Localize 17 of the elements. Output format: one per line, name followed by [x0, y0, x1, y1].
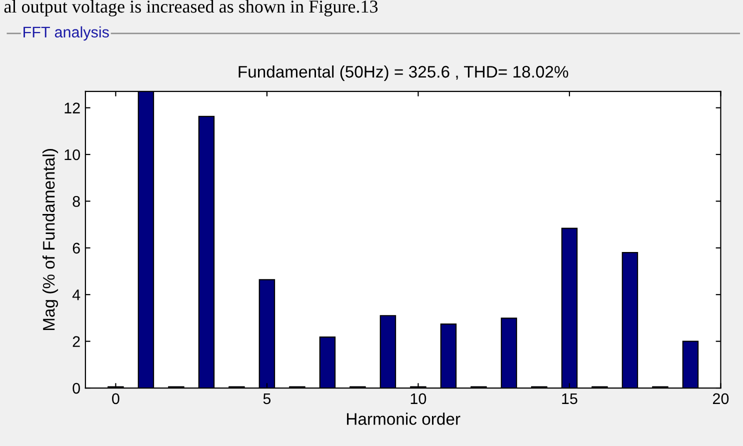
x-axis-title: Harmonic order	[347, 412, 460, 425]
text: FFT analysis	[24, 26, 109, 41]
y-axis-title: Mag (% of Fundamental)	[42, 149, 58, 330]
x-tick-label: 15	[562, 393, 578, 404]
chart-title: Fundamental (50Hz) = 325.6 , THD= 18.02%	[238, 65, 568, 81]
y-tick-label: 12	[64, 102, 80, 114]
y-tick-label: 8	[72, 196, 80, 207]
x-tick-label: 20	[712, 393, 729, 404]
text: al output voltage is increased as shown in Figure.13	[4, 0, 378, 16]
y-tick-label: 0	[72, 382, 80, 394]
y-tick-label: 6	[72, 242, 80, 254]
x-tick-label: 0	[112, 393, 120, 404]
x-tick-label: 5	[263, 393, 271, 404]
y-tick-label: 2	[72, 336, 80, 347]
y-tick-label: 4	[72, 290, 80, 300]
y-tick-label: 10	[64, 149, 80, 160]
x-tick-label: 10	[410, 393, 426, 404]
